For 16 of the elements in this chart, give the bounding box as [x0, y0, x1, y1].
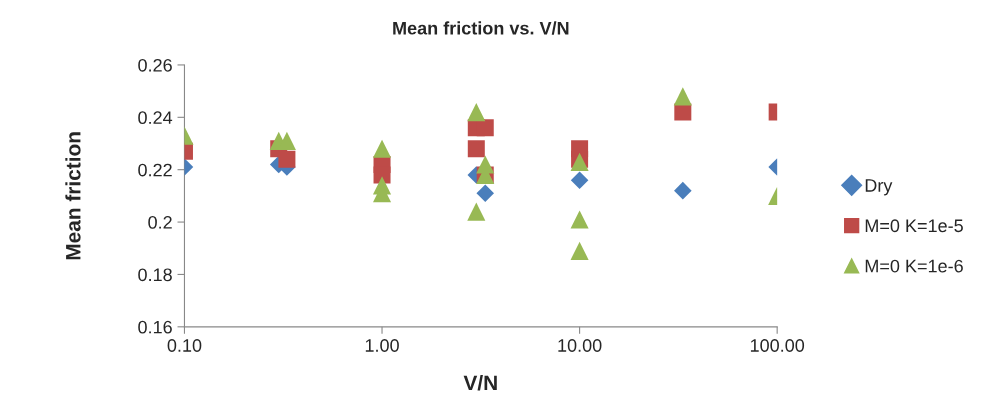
x-axis-title: V/N	[463, 374, 497, 391]
x-tick-label: 1.00	[365, 339, 399, 352]
y-tick-label: 0.22	[138, 163, 172, 177]
legend-label: Dry	[865, 179, 893, 196]
y-tick-label: 0.24	[138, 111, 173, 125]
y-tick-label: 0.2	[148, 216, 172, 229]
x-tick-label: 10.00	[558, 339, 602, 352]
y-tick-label: 0.26	[138, 58, 172, 72]
y-tick-label: 0.16	[138, 320, 172, 334]
x-tick-label: 0.10	[167, 339, 202, 352]
y-axis-title: Mean friction	[65, 132, 81, 260]
legend-label: M=0 K=1e-5	[865, 219, 963, 233]
x-tick-label: 100.00	[750, 339, 805, 352]
legend-label: M=0 K=1e-6	[865, 259, 963, 273]
chart-title: Mean friction vs. V/N	[393, 21, 569, 35]
y-tick-label: 0.18	[138, 268, 172, 282]
